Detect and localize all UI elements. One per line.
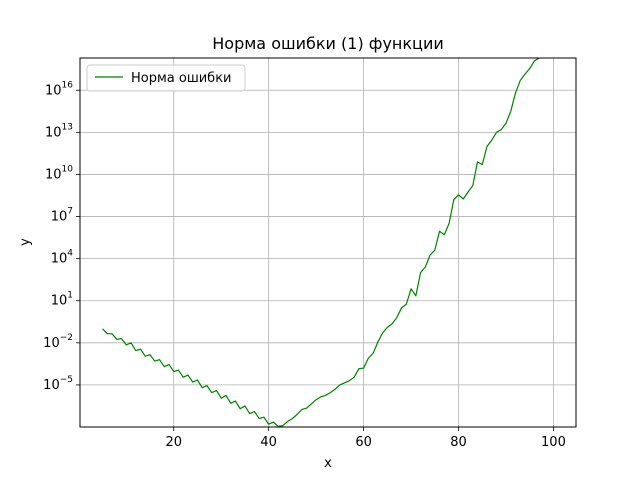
- x-tick-label: 60: [355, 435, 372, 450]
- chart-title: Норма ошибки (1) функции: [212, 34, 444, 53]
- x-tick-label: 80: [450, 435, 467, 450]
- y-tick-label: 1010: [45, 164, 73, 182]
- y-axis-ticks: 10−5 10−2 101 104 107 1010 1013 1016: [43, 80, 80, 393]
- legend-box: [86, 64, 246, 92]
- legend-label: Норма ошибки: [131, 71, 232, 86]
- x-tick-label: 20: [165, 435, 182, 450]
- y-tick-label: 10−5: [43, 375, 73, 393]
- x-tick-label: 100: [541, 435, 566, 450]
- grid: [80, 58, 576, 427]
- y-tick-label: 10−2: [43, 333, 73, 351]
- series-line: [102, 58, 541, 427]
- y-axis-label: y: [18, 238, 33, 246]
- x-axis-label: x: [324, 456, 332, 471]
- y-tick-label: 107: [51, 207, 73, 225]
- y-tick-label: 1016: [45, 80, 73, 98]
- y-tick-label: 104: [51, 249, 74, 267]
- y-tick-label: 101: [51, 291, 73, 309]
- x-tick-label: 40: [260, 435, 277, 450]
- axes-frame: [79, 57, 577, 428]
- y-tick-label: 1013: [45, 122, 73, 140]
- x-axis-ticks: 20 40 60 80 100: [165, 427, 566, 450]
- legend: Норма ошибки: [86, 64, 246, 92]
- series-layer: [102, 58, 541, 427]
